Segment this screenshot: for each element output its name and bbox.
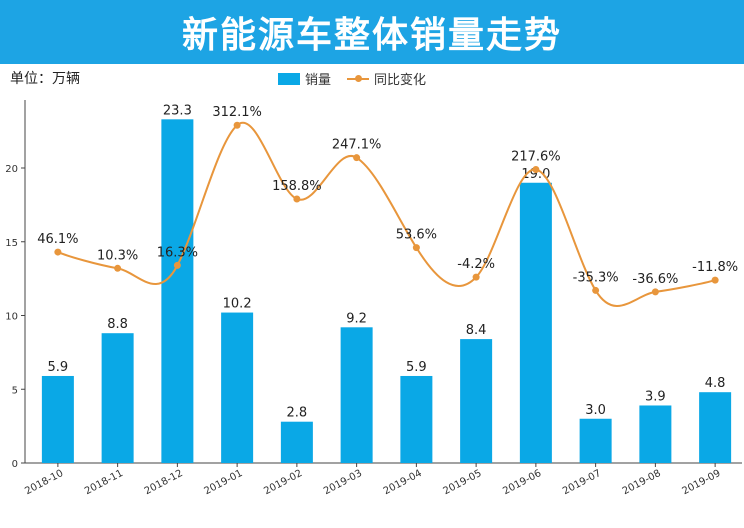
x-tick-label: 2019-04: [382, 468, 424, 497]
yoy-value-label: 16.3%: [157, 245, 198, 260]
bar: [460, 339, 493, 463]
bar-value-label: 3.0: [585, 403, 606, 418]
x-tick-label: 2019-06: [501, 468, 543, 497]
yoy-point: [592, 286, 600, 294]
bar-value-label: 8.4: [466, 323, 487, 338]
yoy-point: [173, 261, 181, 269]
bar: [280, 421, 313, 463]
bar-value-label: 4.8: [705, 376, 726, 391]
bar: [639, 405, 672, 463]
yoy-value-label: -35.3%: [573, 270, 619, 285]
bar: [41, 375, 74, 463]
x-tick-label: 2018-11: [83, 468, 125, 497]
bar: [699, 392, 732, 463]
bar-value-label: 5.9: [48, 360, 69, 375]
yoy-point: [472, 273, 480, 281]
bar: [101, 333, 134, 463]
bar-value-label: 9.2: [346, 311, 367, 326]
yoy-point: [651, 288, 659, 296]
bar: [400, 375, 433, 463]
x-tick-label: 2019-02: [262, 468, 304, 497]
bar-value-label: 2.8: [287, 406, 308, 421]
x-tick-label: 2019-05: [441, 468, 483, 497]
bar-value-label: 3.9: [645, 389, 666, 404]
unit-label: 单位：万辆: [10, 71, 80, 87]
x-tick-label: 2019-01: [202, 468, 244, 497]
bar-value-label: 10.2: [223, 297, 252, 312]
yoy-value-label: -36.6%: [632, 272, 678, 287]
x-tick-label: 2018-10: [23, 468, 65, 497]
x-tick-label: 2019-03: [322, 468, 364, 497]
bar-value-label: 23.3: [163, 103, 192, 118]
yoy-value-label: -11.8%: [692, 260, 738, 275]
title-banner: 新能源车整体销量走势: [0, 0, 744, 64]
bar: [519, 182, 552, 463]
yoy-value-label: -4.2%: [457, 257, 495, 272]
legend-label-sales: 销量: [305, 73, 332, 88]
legend-label-yoy: 同比变化: [374, 73, 427, 88]
x-tick-label: 2019-08: [621, 468, 663, 497]
y-tick-label: 20: [5, 164, 18, 175]
y-tick-label: 5: [12, 385, 18, 396]
yoy-value-label: 247.1%: [332, 138, 382, 153]
bar: [221, 312, 254, 463]
x-tick-label: 2019-09: [680, 468, 722, 497]
yoy-point: [293, 195, 301, 203]
yoy-point: [233, 121, 241, 129]
legend-bar-swatch: [278, 72, 300, 85]
bar: [340, 327, 373, 463]
chart-title: 新能源车整体销量走势: [181, 15, 562, 56]
legend-line-swatch: [347, 74, 370, 82]
yoy-point: [54, 248, 62, 256]
y-tick-label: 0: [12, 459, 18, 470]
bar-value-label: 19.0: [521, 167, 550, 182]
yoy-value-label: 217.6%: [511, 149, 561, 164]
yoy-value-label: 312.1%: [212, 105, 262, 120]
legend: 销量 同比变化: [278, 69, 442, 88]
bar-value-label: 8.8: [107, 317, 128, 332]
x-tick-label: 2018-12: [143, 468, 185, 497]
bar: [161, 119, 194, 463]
yoy-point: [532, 165, 540, 173]
yoy-point: [711, 276, 719, 284]
yoy-point: [114, 264, 122, 272]
yoy-value-label: 158.8%: [272, 179, 322, 194]
y-tick-label: 15: [5, 238, 18, 249]
x-tick-label: 2019-07: [561, 468, 603, 497]
yoy-value-label: 46.1%: [37, 232, 78, 247]
bar-value-label: 5.9: [406, 360, 427, 375]
yoy-point: [412, 244, 420, 252]
yoy-value-label: 10.3%: [97, 248, 138, 263]
legend-item-sales: 销量: [278, 69, 331, 88]
y-tick-label: 10: [5, 312, 18, 323]
yoy-value-label: 53.6%: [396, 228, 437, 243]
yoy-point: [353, 154, 361, 162]
legend-item-yoy: 同比变化: [347, 69, 426, 88]
bar: [579, 418, 612, 463]
